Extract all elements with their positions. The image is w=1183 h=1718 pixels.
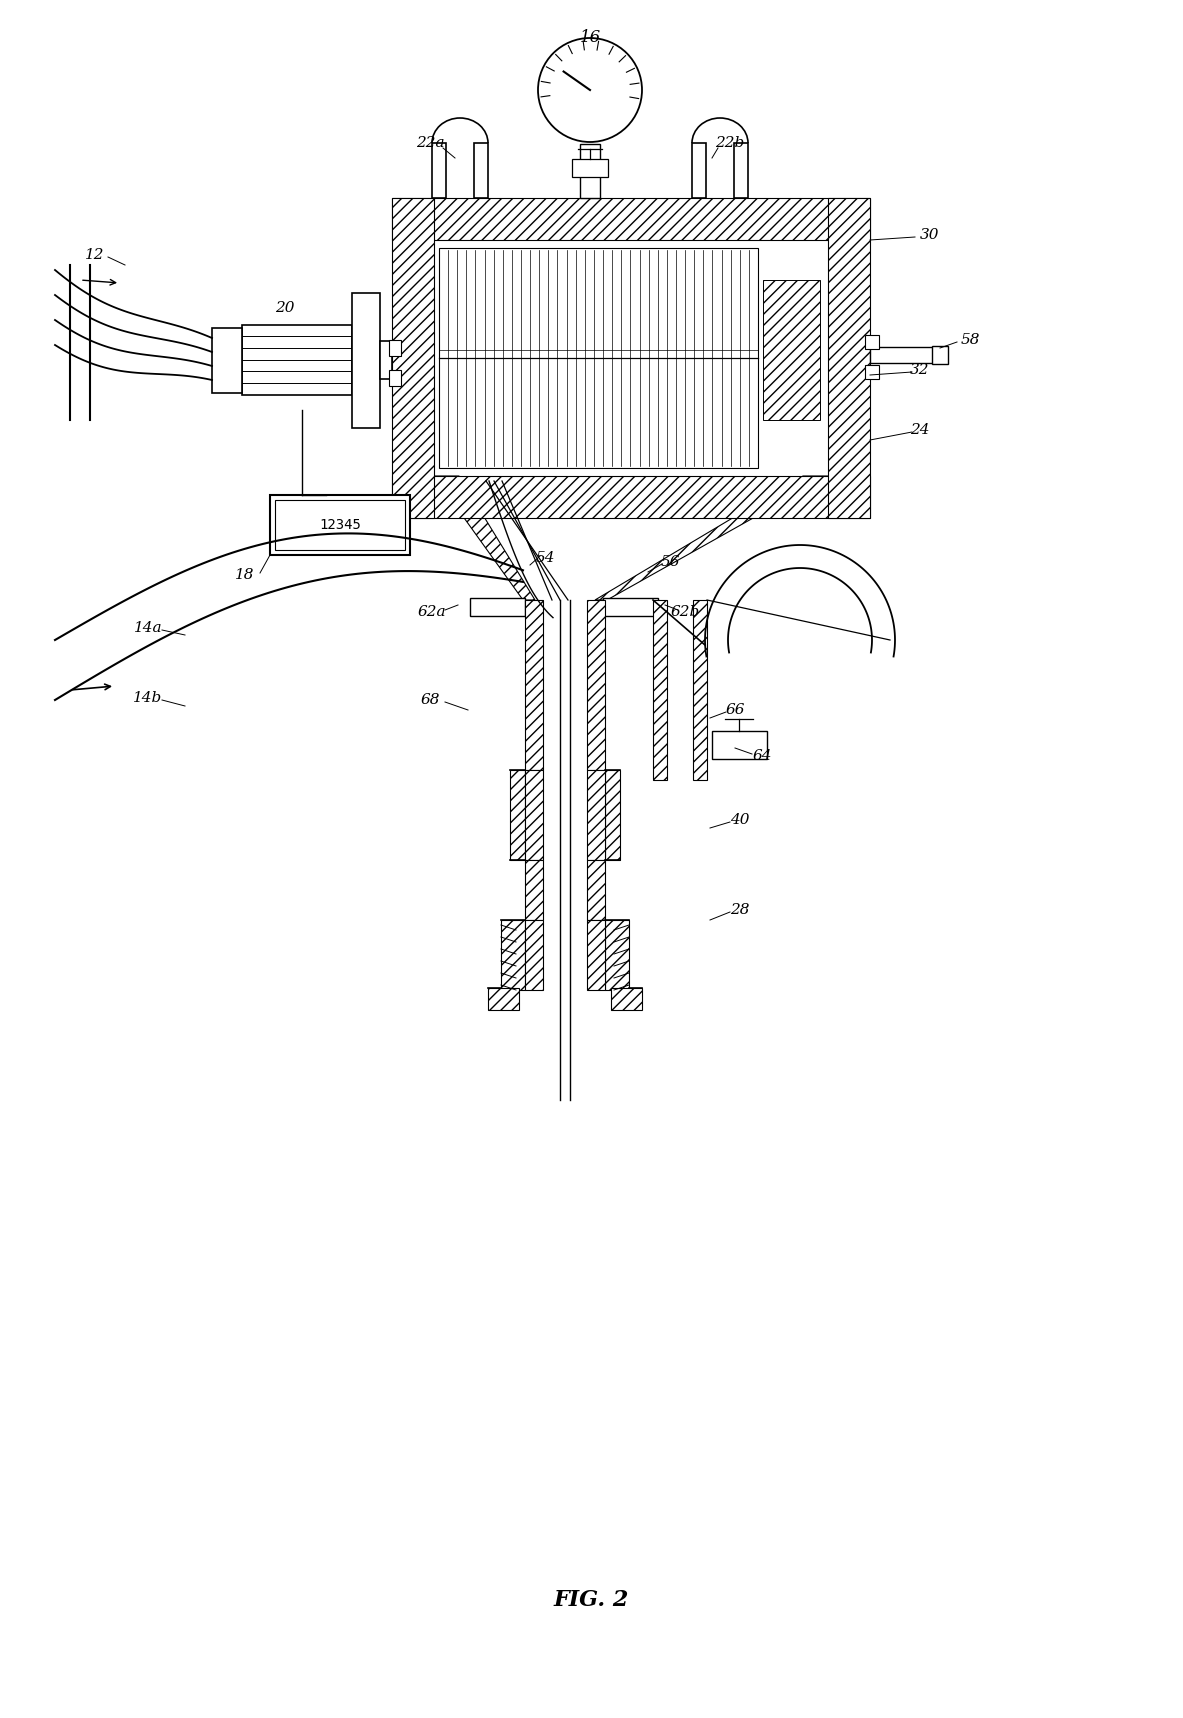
Bar bbox=[693, 600, 707, 780]
Text: 68: 68 bbox=[420, 692, 440, 708]
Bar bbox=[610, 988, 642, 1010]
Bar bbox=[580, 144, 600, 198]
Text: 54: 54 bbox=[535, 551, 555, 565]
Bar bbox=[212, 328, 243, 393]
Bar bbox=[439, 247, 758, 467]
Bar bbox=[489, 988, 519, 1010]
Bar bbox=[587, 921, 605, 990]
Bar bbox=[510, 770, 525, 861]
Text: 64: 64 bbox=[752, 749, 771, 763]
Text: 12: 12 bbox=[85, 247, 105, 263]
Text: 16: 16 bbox=[580, 29, 601, 46]
Bar bbox=[865, 335, 879, 349]
Bar bbox=[865, 364, 879, 380]
Bar bbox=[392, 476, 870, 519]
Bar bbox=[270, 495, 411, 555]
Text: 18: 18 bbox=[235, 569, 254, 582]
Bar bbox=[603, 598, 658, 617]
Bar bbox=[243, 325, 353, 395]
Bar bbox=[712, 730, 767, 759]
Bar bbox=[474, 143, 489, 198]
Bar bbox=[763, 280, 820, 419]
Text: 20: 20 bbox=[276, 301, 295, 314]
Bar bbox=[525, 921, 543, 990]
Bar bbox=[525, 600, 543, 770]
Bar bbox=[389, 340, 401, 356]
Text: 22a: 22a bbox=[415, 136, 445, 149]
Bar bbox=[870, 347, 938, 362]
Bar bbox=[525, 861, 543, 921]
Text: 40: 40 bbox=[730, 813, 750, 826]
Bar bbox=[587, 861, 605, 921]
Text: 28: 28 bbox=[730, 904, 750, 917]
Bar bbox=[525, 770, 543, 861]
Bar bbox=[573, 160, 608, 177]
Text: 22b: 22b bbox=[716, 136, 744, 149]
Polygon shape bbox=[595, 476, 828, 600]
Bar bbox=[733, 143, 748, 198]
Polygon shape bbox=[434, 476, 535, 600]
Bar bbox=[587, 600, 605, 770]
Circle shape bbox=[538, 38, 642, 143]
Bar bbox=[587, 770, 605, 861]
Text: 14b: 14b bbox=[134, 691, 162, 704]
Bar bbox=[380, 340, 392, 380]
Bar bbox=[828, 198, 870, 519]
Bar bbox=[470, 598, 525, 617]
Text: 62a: 62a bbox=[418, 605, 446, 618]
Text: FIG. 2: FIG. 2 bbox=[554, 1589, 628, 1611]
Text: 66: 66 bbox=[725, 703, 745, 716]
Text: 58: 58 bbox=[961, 333, 980, 347]
Text: 32: 32 bbox=[910, 362, 930, 376]
Text: 12345: 12345 bbox=[319, 519, 361, 533]
Bar bbox=[932, 345, 948, 364]
Bar bbox=[432, 143, 446, 198]
Text: 24: 24 bbox=[910, 423, 930, 436]
Bar bbox=[389, 369, 401, 387]
Text: 30: 30 bbox=[920, 228, 939, 242]
Bar bbox=[692, 143, 706, 198]
Bar bbox=[605, 770, 620, 861]
Bar bbox=[605, 921, 629, 990]
Bar bbox=[353, 294, 380, 428]
Bar bbox=[274, 500, 405, 550]
Text: 14a: 14a bbox=[134, 620, 162, 636]
Bar bbox=[392, 198, 870, 241]
Text: 56: 56 bbox=[660, 555, 680, 569]
Text: 62b: 62b bbox=[671, 605, 699, 618]
Bar bbox=[500, 921, 525, 990]
Bar bbox=[653, 600, 667, 780]
Bar bbox=[392, 198, 434, 519]
